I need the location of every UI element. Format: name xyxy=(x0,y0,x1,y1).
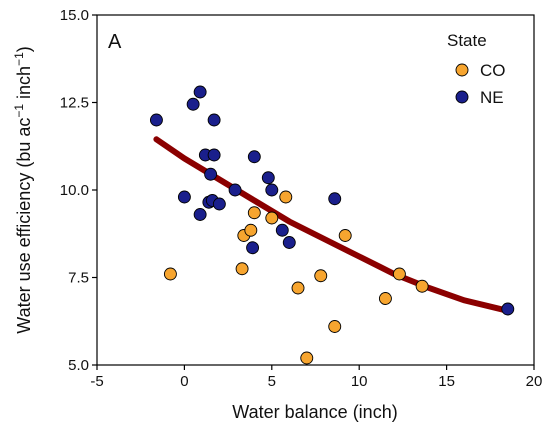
point-co xyxy=(279,190,293,204)
point-co xyxy=(163,267,177,281)
point-co xyxy=(291,281,305,295)
point-co xyxy=(338,229,352,242)
point-ne xyxy=(282,236,296,249)
legend-title: State xyxy=(447,31,487,50)
point-co xyxy=(314,269,328,283)
x-axis-title: Water balance (inch) xyxy=(232,402,397,422)
y-tick-label: 5.0 xyxy=(68,357,89,374)
point-co xyxy=(235,262,249,276)
y-axis-title-main: Water use efficiency (bu ac xyxy=(14,118,34,334)
point-ne xyxy=(207,148,221,162)
x-axis-ticks: -5 0 5 10 15 20 xyxy=(90,365,542,390)
x-tick-label: 10 xyxy=(351,373,368,390)
point-ne xyxy=(177,190,191,204)
point-ne xyxy=(204,167,218,181)
point-co xyxy=(244,223,258,237)
point-co xyxy=(415,279,429,293)
legend-label-ne: NE xyxy=(480,88,504,107)
y-axis-title: Water use efficiency (bu ac−1 inch−1) xyxy=(12,46,34,334)
legend-label-co: CO xyxy=(480,61,506,80)
x-tick-label: 20 xyxy=(526,373,543,390)
point-ne xyxy=(328,192,342,206)
y-tick-label: 7.5 xyxy=(68,270,89,287)
point-ne xyxy=(501,302,515,316)
y-tick-label: 15.0 xyxy=(60,7,89,24)
point-ne xyxy=(246,241,260,255)
point-co xyxy=(265,211,279,225)
y-axis-title-sup1: −1 xyxy=(12,104,26,118)
point-ne xyxy=(261,171,275,185)
y-tick-label: 12.5 xyxy=(60,95,89,112)
y-tick-label: 10.0 xyxy=(60,182,89,199)
point-ne xyxy=(265,183,279,197)
point-ne xyxy=(228,183,242,197)
legend-marker-co xyxy=(455,63,469,77)
point-ne xyxy=(247,150,261,164)
y-axis-title-mid: inch xyxy=(14,66,34,104)
point-co xyxy=(392,267,406,281)
point-ne xyxy=(186,97,200,111)
plot-frame xyxy=(96,14,535,366)
y-axis-title-sup2: −1 xyxy=(12,52,26,66)
x-tick-label: 5 xyxy=(268,373,276,390)
y-axis-title-end: ) xyxy=(14,46,34,52)
point-ne xyxy=(207,113,221,127)
panel-label: A xyxy=(108,31,122,53)
point-co xyxy=(328,320,342,333)
point-ne xyxy=(193,85,207,99)
point-ne xyxy=(193,208,207,221)
point-ne xyxy=(212,197,226,211)
fit-curve xyxy=(153,136,511,314)
legend-marker-ne xyxy=(455,90,469,104)
point-co xyxy=(247,206,261,220)
point-co xyxy=(378,292,392,305)
point-ne xyxy=(149,113,163,127)
data-points xyxy=(149,85,515,365)
point-co xyxy=(300,351,314,365)
point-ne xyxy=(275,223,289,237)
legend: CO NE xyxy=(455,61,506,107)
x-tick-label: 15 xyxy=(438,373,455,390)
y-axis-ticks: 5.0 7.5 10.0 12.5 15.0 xyxy=(60,7,97,374)
x-tick-label: 0 xyxy=(180,373,188,390)
x-tick-label: -5 xyxy=(90,373,103,390)
